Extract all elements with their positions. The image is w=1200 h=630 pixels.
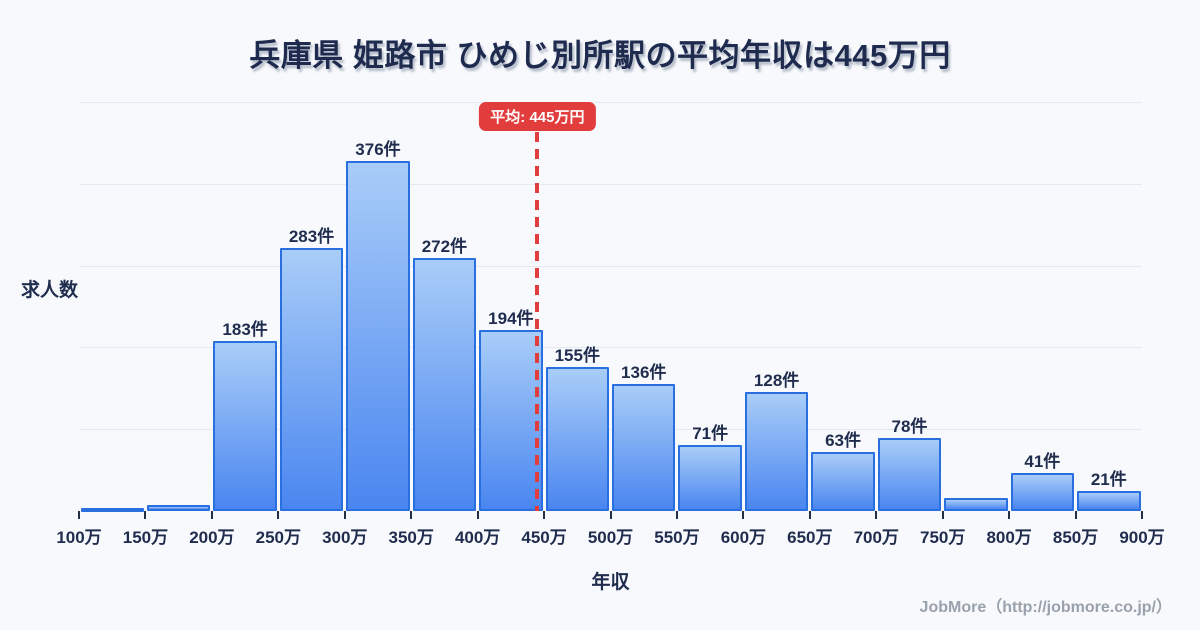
x-axis-tick-label: 500万 — [587, 528, 634, 547]
x-axis-tick-label: 800万 — [986, 528, 1032, 547]
x-axis-tick-label: 350万 — [388, 528, 434, 547]
x-axis-tick-label: 300万 — [322, 528, 368, 547]
histogram-bar — [1010, 473, 1075, 511]
histogram-bar — [944, 498, 1008, 511]
grid-line — [79, 347, 1142, 348]
x-axis-tick — [675, 511, 678, 519]
x-axis-tick — [609, 511, 612, 519]
histogram-bar — [279, 248, 344, 511]
histogram-bar — [612, 384, 676, 511]
bar-value-label: 41件 — [1024, 452, 1061, 471]
x-axis-tick-label: 750万 — [920, 528, 966, 547]
x-axis-tick — [78, 511, 80, 519]
x-axis-tick-label: 850万 — [1052, 528, 1099, 547]
grid-line — [79, 102, 1142, 103]
histogram-bar — [346, 161, 410, 511]
x-axis-tick-label: 100万 — [56, 528, 102, 547]
x-axis-tick-label: 550万 — [654, 528, 700, 547]
bar-value-label: 78件 — [891, 417, 928, 436]
bar-value-label: 63件 — [825, 431, 861, 450]
histogram-bar — [811, 452, 875, 511]
bar-value-label: 155件 — [554, 346, 600, 365]
x-axis-tick-label: 400万 — [454, 528, 501, 547]
bar-value-label: 272件 — [421, 237, 468, 256]
grid-line — [79, 429, 1142, 430]
x-axis-tick-label: 650万 — [787, 528, 833, 547]
x-axis-tick — [1074, 511, 1077, 519]
x-axis-tick — [808, 511, 811, 519]
x-axis-tick-label: 700万 — [853, 528, 899, 547]
y-axis-label: 求人数 — [21, 280, 79, 301]
x-axis-tick-label: 900万 — [1119, 528, 1165, 547]
bar-value-label: 136件 — [621, 363, 667, 382]
bar-value-label: 21件 — [1090, 470, 1127, 489]
grid-line — [79, 184, 1142, 185]
histogram-bar — [213, 341, 277, 511]
mean-badge: 平均: 445万円 — [479, 102, 596, 131]
histogram-bar — [744, 392, 809, 511]
grid-line — [79, 266, 1142, 267]
mean-line — [535, 132, 540, 511]
bar-value-label: 194件 — [488, 309, 534, 328]
x-axis-tick — [410, 511, 413, 519]
x-axis-tick — [543, 511, 546, 519]
footer-credit: JobMore（http://jobmore.co.jp/） — [919, 599, 1172, 616]
bar-value-label: 71件 — [692, 424, 729, 443]
x-axis-tick — [210, 511, 213, 519]
histogram-bar — [412, 258, 477, 511]
histogram-bar — [146, 505, 211, 511]
bar-value-label: 376件 — [355, 140, 401, 159]
x-axis-tick — [1008, 511, 1011, 519]
bar-value-label: 283件 — [288, 227, 335, 246]
histogram-bar — [877, 438, 942, 511]
x-axis-tick-label: 150万 — [122, 528, 169, 547]
histogram-bar — [678, 445, 742, 511]
histogram-bar — [80, 508, 144, 512]
x-axis-tick-label: 600万 — [720, 528, 767, 547]
x-axis-tick — [144, 511, 147, 519]
x-axis-tick — [742, 511, 745, 519]
x-axis-tick — [1141, 511, 1143, 519]
x-axis-tick — [875, 511, 878, 519]
chart-title: 兵庫県 姫路市 ひめじ別所駅の平均年収は445万円 — [249, 38, 951, 73]
x-axis-tick — [343, 511, 346, 519]
x-axis-tick-label: 250万 — [255, 528, 301, 547]
histogram-bar — [545, 367, 609, 511]
x-axis-label: 年収 — [591, 572, 630, 593]
x-axis-tick-label: 450万 — [521, 528, 567, 547]
x-axis-tick — [476, 511, 479, 519]
x-axis-tick — [277, 511, 280, 519]
x-axis-tick — [941, 511, 944, 519]
histogram-bar — [1077, 491, 1141, 511]
histogram-bar — [479, 330, 543, 511]
x-axis-tick-label: 200万 — [189, 528, 235, 547]
bar-value-label: 183件 — [222, 320, 268, 339]
bar-value-label: 128件 — [753, 371, 800, 390]
